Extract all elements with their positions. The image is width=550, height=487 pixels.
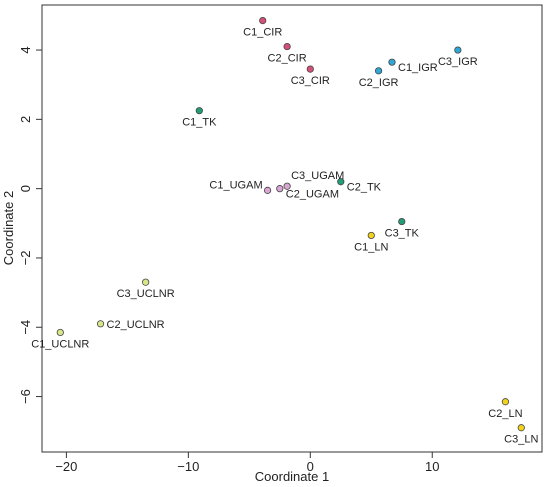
point-label: C2_TK [347, 182, 382, 194]
x-tick-label: −20 [55, 459, 77, 474]
plot-frame [41, 4, 543, 453]
x-axis-title: Coordinate 1 [255, 469, 329, 484]
point-label: C1_UCLNR [31, 338, 89, 350]
point-label: C3_UCLNR [117, 288, 175, 300]
data-points: C1_CIR C2_CIR C3_CIR C1_IGR C2_IGR C3_IGR C1_T… [31, 16, 538, 446]
data-point [367, 231, 375, 240]
point-label: C1_IGR [398, 62, 438, 74]
point-label: C2_LN [488, 408, 522, 420]
data-point [388, 58, 396, 66]
point-label: C1_LN [354, 241, 388, 253]
y-tick-label: −4 [18, 320, 33, 335]
point-label: C1_CIR [243, 27, 282, 39]
data-point [306, 65, 314, 73]
data-point [283, 42, 291, 51]
data-point [501, 398, 510, 406]
point-label: C2_CIR [268, 53, 307, 65]
data-point [283, 182, 291, 190]
data-point [195, 107, 203, 115]
data-point [56, 328, 64, 337]
y-tick-label: 0 [18, 185, 33, 192]
y-tick-label: −2 [18, 251, 33, 266]
point-label: C1_TK [182, 117, 217, 129]
data-point [517, 424, 525, 432]
x-tick-label: 10 [425, 459, 439, 474]
point-label: C3_TK [385, 228, 420, 240]
data-point [374, 67, 383, 75]
y-tick-label: 2 [18, 116, 33, 123]
x-tick-label: 0 [307, 459, 314, 474]
x-tick-label: −10 [177, 459, 199, 474]
point-label: C3_CIR [291, 75, 330, 87]
data-point [276, 185, 284, 193]
point-label: C3_IGR [438, 56, 478, 68]
data-point [337, 178, 345, 186]
y-tick-label: 4 [18, 46, 33, 53]
data-point [454, 46, 462, 54]
point-label: C1_UGAM [209, 179, 262, 191]
y-tick-label: −6 [18, 389, 33, 404]
data-point [259, 16, 267, 25]
data-point [398, 217, 406, 226]
data-point [264, 186, 272, 194]
data-point [142, 278, 150, 286]
y-axis: −6 −4 −2 0 2 4 [18, 46, 42, 404]
data-point [96, 320, 105, 328]
point-label: C2_IGR [359, 77, 399, 89]
y-axis-title: Coordinate 2 [1, 191, 16, 265]
point-label: C3_LN [504, 434, 538, 446]
point-label: C3_UGAM [291, 170, 344, 182]
point-label: C2_UCLNR [107, 319, 165, 331]
x-axis: −20 −10 0 10 [55, 452, 439, 474]
point-label: C2_UGAM [286, 189, 339, 201]
